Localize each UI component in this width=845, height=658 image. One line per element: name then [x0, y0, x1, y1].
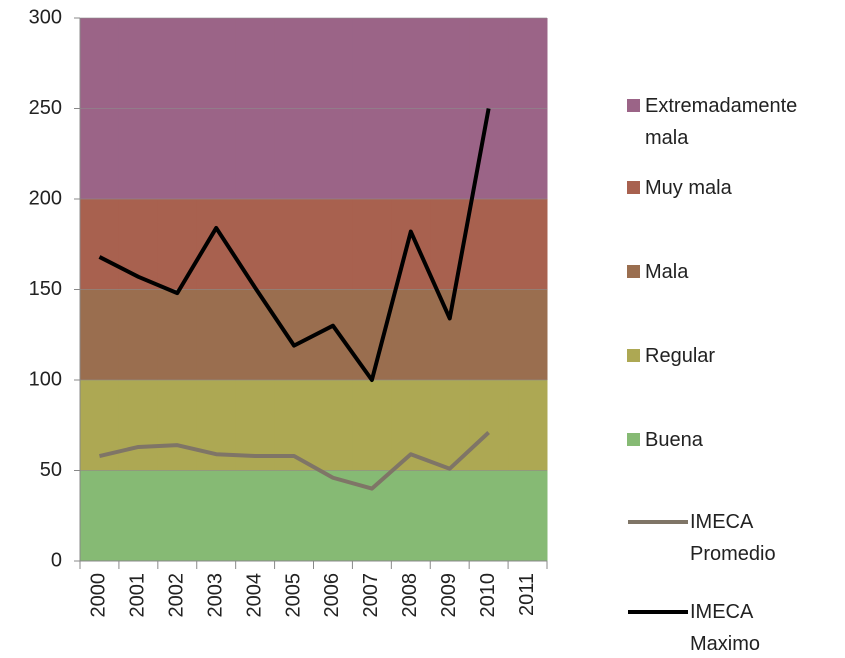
area-segment	[157, 470, 198, 561]
area-segment	[274, 289, 314, 380]
area-segment	[80, 199, 120, 290]
legend-label: Muy mala	[645, 177, 732, 199]
area-segment	[508, 470, 548, 561]
area-segment	[235, 199, 276, 290]
area-segment	[274, 199, 314, 290]
area-segment	[391, 380, 431, 471]
x-tick-label: 2003	[204, 573, 226, 618]
y-tick-label: 300	[29, 6, 62, 28]
area-segment	[352, 380, 392, 471]
area-segment	[157, 199, 198, 290]
area-segment	[274, 470, 314, 561]
x-tick-label: 2000	[88, 573, 110, 618]
area-segment	[508, 380, 548, 471]
legend-swatch	[627, 181, 640, 194]
y-tick-label: 200	[29, 187, 62, 209]
area-segment	[430, 470, 470, 561]
legend-label: IMECA Promedio	[690, 511, 776, 565]
area-segment	[196, 199, 237, 290]
area-segment	[235, 470, 276, 561]
area-segment	[508, 289, 548, 380]
area-segment	[469, 199, 509, 290]
y-tick-label: 0	[51, 549, 62, 571]
area-segment	[118, 380, 159, 471]
legend-swatch	[627, 433, 640, 446]
area-segment	[235, 289, 276, 380]
area-segment	[508, 199, 548, 290]
legend-label: Extremadamente mala	[645, 95, 798, 149]
area-segment	[352, 289, 392, 380]
x-tick-label: 2007	[360, 573, 382, 618]
area-segment	[469, 470, 509, 561]
area-segment	[313, 380, 353, 471]
area-segment	[391, 289, 431, 380]
x-tick-label: 2009	[438, 573, 460, 618]
legend-swatch	[627, 99, 640, 112]
y-tick-label: 100	[29, 368, 62, 390]
area-segment	[313, 470, 353, 561]
legend-swatch	[627, 265, 640, 278]
x-tick-label: 2011	[516, 573, 538, 616]
legend-label: Buena	[645, 429, 703, 451]
area-segment	[80, 289, 120, 380]
area-segment	[80, 470, 120, 561]
area-segment	[469, 380, 509, 471]
area-segment	[313, 289, 353, 380]
area-segment	[391, 470, 431, 561]
area-segment	[196, 470, 237, 561]
x-tick-label: 2001	[127, 573, 149, 618]
x-tick-label: 2002	[166, 573, 188, 618]
x-tick-label: 2008	[399, 573, 421, 618]
area-segment	[157, 289, 198, 380]
area-segment	[352, 199, 392, 290]
area-segment	[196, 289, 237, 380]
area-segment	[118, 470, 159, 561]
area-segment	[196, 380, 237, 471]
y-tick-label: 250	[29, 97, 62, 119]
y-tick-label: 150	[29, 278, 62, 300]
legend-label: Regular	[645, 345, 716, 367]
y-tick-label: 50	[40, 459, 62, 481]
area-segment	[118, 199, 159, 290]
x-tick-label: 2010	[477, 573, 499, 618]
x-tick-label: 2004	[243, 573, 265, 618]
area-segment	[118, 289, 159, 380]
area-segment	[157, 380, 198, 471]
line	[99, 431, 490, 491]
x-tick-label: 2006	[321, 573, 343, 618]
area-segment	[469, 289, 509, 380]
legend-swatch	[627, 349, 640, 362]
legend-label: IMECA Maximo	[690, 601, 761, 655]
line	[98, 108, 491, 382]
area-segment	[313, 199, 353, 290]
x-tick-label: 2005	[282, 573, 304, 618]
legend-label: Mala	[645, 261, 689, 283]
area-segment	[430, 289, 470, 380]
